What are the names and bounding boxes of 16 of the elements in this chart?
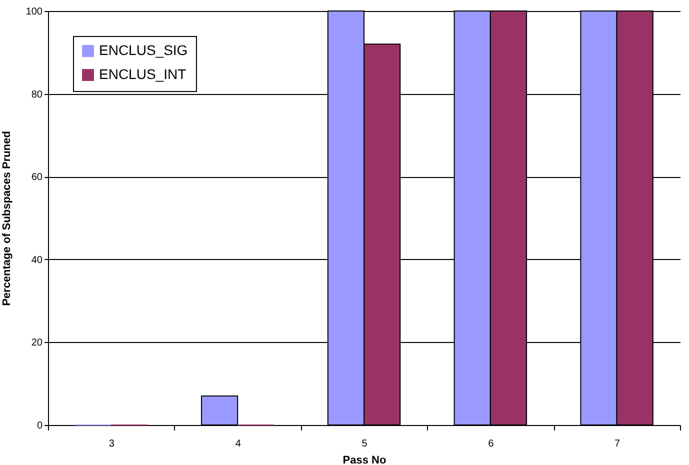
y-tick-label: 20 — [31, 338, 43, 349]
legend-label: ENCLUS_INT — [99, 66, 187, 82]
bar — [200, 396, 238, 426]
legend-label: ENCLUS_SIG — [99, 42, 188, 58]
x-tick-label: 4 — [235, 438, 242, 450]
x-tick-label: 3 — [108, 438, 115, 450]
x-axis-title: Pass No — [342, 454, 386, 465]
y-axis-title: Percentage of Subspaces Pruned — [0, 131, 13, 306]
y-tick-label: 100 — [26, 6, 43, 18]
y-tick-label: 0 — [36, 420, 43, 432]
x-tick-label: 7 — [614, 438, 621, 450]
x-tick-label: 6 — [488, 438, 494, 450]
y-tick-label: 80 — [31, 89, 43, 100]
x-tick-label: 5 — [362, 438, 368, 450]
y-tick-label: 60 — [31, 172, 43, 184]
y-tick-label: 40 — [31, 254, 43, 266]
